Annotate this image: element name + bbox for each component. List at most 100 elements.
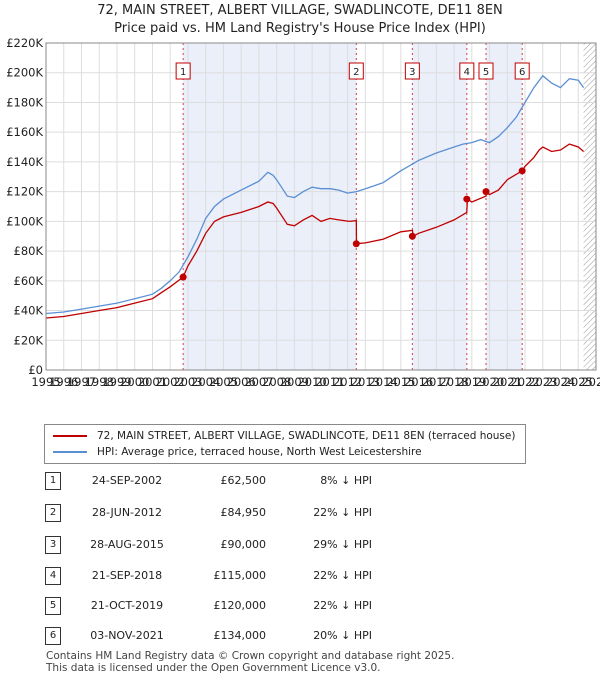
transaction-price: £62,500 [220, 474, 267, 487]
y-tick-label: £200K [6, 66, 43, 80]
transaction-date: 03-NOV-2021 [90, 629, 164, 642]
sale-label-number: 2 [353, 67, 359, 78]
transaction-number: 1 [45, 472, 61, 490]
table-row: 6 03-NOV-2021 £134,000 20% ↓ HPI [0, 625, 600, 647]
x-tick-label: 2013 [351, 375, 380, 389]
legend-label-property: 72, MAIN STREET, ALBERT VILLAGE, SWADLIN… [97, 430, 516, 442]
plot-frame [45, 42, 597, 371]
sale-point [482, 188, 490, 196]
sale-point [463, 195, 471, 203]
x-tick-label: 2020 [475, 375, 504, 389]
hpi-line [45, 74, 585, 315]
footer-attribution: Contains HM Land Registry data © Crown c… [46, 650, 454, 674]
x-tick-label: 2014 [368, 375, 397, 389]
transaction-price: £120,000 [213, 599, 267, 612]
y-tick-label: £220K [6, 36, 43, 50]
x-tick-label: 2018 [439, 375, 468, 389]
legend-swatch-hpi [53, 451, 87, 453]
sale-point [518, 167, 526, 175]
sale-label-box: 3 [404, 62, 420, 80]
table-row: 3 28-AUG-2015 £90,000 29% ↓ HPI [0, 534, 600, 556]
transaction-date: 28-JUN-2012 [91, 506, 163, 519]
x-tick-label: 1999 [102, 375, 131, 389]
x-tick-label: 2023 [528, 375, 557, 389]
x-tick-label: 2003 [173, 375, 202, 389]
table-row: 5 21-OCT-2019 £120,000 22% ↓ HPI [0, 595, 600, 617]
table-row: 4 21-SEP-2018 £115,000 22% ↓ HPI [0, 565, 600, 587]
transaction-hpi: 22% ↓ HPI [313, 506, 372, 519]
x-tick-label: 2026 [581, 375, 600, 389]
y-tick-label: £20K [14, 333, 44, 347]
x-tick-label: 2017 [422, 375, 451, 389]
x-tick-label: 2021 [493, 375, 522, 389]
x-tick-label: 2024 [546, 375, 575, 389]
transaction-number: 5 [45, 597, 61, 615]
legend-label-hpi: HPI: Average price, terraced house, Nort… [97, 446, 422, 458]
y-tick-label: £180K [6, 95, 43, 109]
transaction-date: 21-SEP-2018 [91, 569, 163, 582]
ownership-period-band [183, 43, 357, 370]
x-tick-label: 2004 [191, 375, 220, 389]
y-tick-label: £100K [6, 214, 43, 228]
sale-label-box: 1 [175, 62, 191, 80]
sale-label-frame [175, 62, 191, 80]
sale-label-number: 1 [180, 67, 186, 78]
x-tick-label: 2006 [227, 375, 256, 389]
ownership-period-band [412, 43, 467, 370]
sale-label-frame [348, 62, 364, 80]
x-tick-label: 2001 [138, 375, 167, 389]
transaction-number: 3 [45, 536, 61, 554]
sale-label-frame [459, 62, 475, 80]
y-tick-label: £140K [6, 155, 43, 169]
x-tick-label: 1995 [31, 375, 60, 389]
transaction-hpi: 22% ↓ HPI [313, 599, 372, 612]
transaction-price: £84,950 [220, 506, 267, 519]
transaction-date: 28-AUG-2015 [90, 538, 164, 551]
x-tick-label: 1997 [67, 375, 96, 389]
y-tick-label: £60K [14, 274, 44, 288]
transaction-hpi: 20% ↓ HPI [313, 629, 372, 642]
sale-label-box: 4 [459, 62, 475, 80]
x-tick-label: 2011 [315, 375, 344, 389]
x-tick-label: 2022 [510, 375, 539, 389]
y-tick-label: £120K [6, 185, 43, 199]
x-tick-label: 2002 [156, 375, 185, 389]
sale-point [179, 273, 187, 281]
x-tick-label: 2012 [333, 375, 362, 389]
transaction-number: 2 [45, 504, 61, 522]
sale-label-number: 6 [519, 67, 525, 78]
sale-label-box: 6 [514, 62, 530, 80]
legend-swatch-property [53, 435, 87, 437]
x-tick-label: 2019 [457, 375, 486, 389]
sale-point [352, 240, 360, 248]
transaction-hpi: 22% ↓ HPI [313, 569, 372, 582]
sale-label-number: 5 [483, 67, 489, 78]
sale-label-frame [404, 62, 420, 80]
sale-label-number: 4 [464, 67, 470, 78]
transaction-price: £115,000 [213, 569, 267, 582]
ownership-period-band [486, 43, 523, 370]
chart-title: 72, MAIN STREET, ALBERT VILLAGE, SWADLIN… [97, 3, 503, 18]
sale-label-number: 3 [409, 67, 415, 78]
legend-item-hpi: HPI: Average price, terraced house, Nort… [53, 446, 422, 458]
table-row: 2 28-JUN-2012 £84,950 22% ↓ HPI [0, 502, 600, 524]
x-tick-label: 2016 [404, 375, 433, 389]
y-tick-label: £80K [14, 244, 44, 258]
sale-label-frame [478, 62, 494, 80]
footer-line-licence: This data is licensed under the Open Gov… [46, 662, 381, 674]
future-hatch [583, 43, 596, 370]
footer-line-copyright: Contains HM Land Registry data © Crown c… [46, 650, 455, 662]
transaction-date: 24-SEP-2002 [91, 474, 163, 487]
x-tick-label: 1998 [85, 375, 114, 389]
x-tick-label: 2009 [280, 375, 309, 389]
x-tick-label: 2015 [386, 375, 415, 389]
x-tick-label: 2000 [120, 375, 149, 389]
chart-legend: 72, MAIN STREET, ALBERT VILLAGE, SWADLIN… [44, 424, 526, 464]
legend-item-property: 72, MAIN STREET, ALBERT VILLAGE, SWADLIN… [53, 430, 515, 442]
y-tick-label: £0 [28, 363, 43, 377]
chart-subtitle: Price paid vs. HM Land Registry's House … [114, 21, 486, 36]
x-tick-label: 2010 [297, 375, 326, 389]
transaction-hpi: 8% ↓ HPI [320, 474, 372, 487]
table-row: 1 24-SEP-2002 £62,500 8% ↓ HPI [0, 470, 600, 492]
x-tick-label: 2005 [209, 375, 238, 389]
